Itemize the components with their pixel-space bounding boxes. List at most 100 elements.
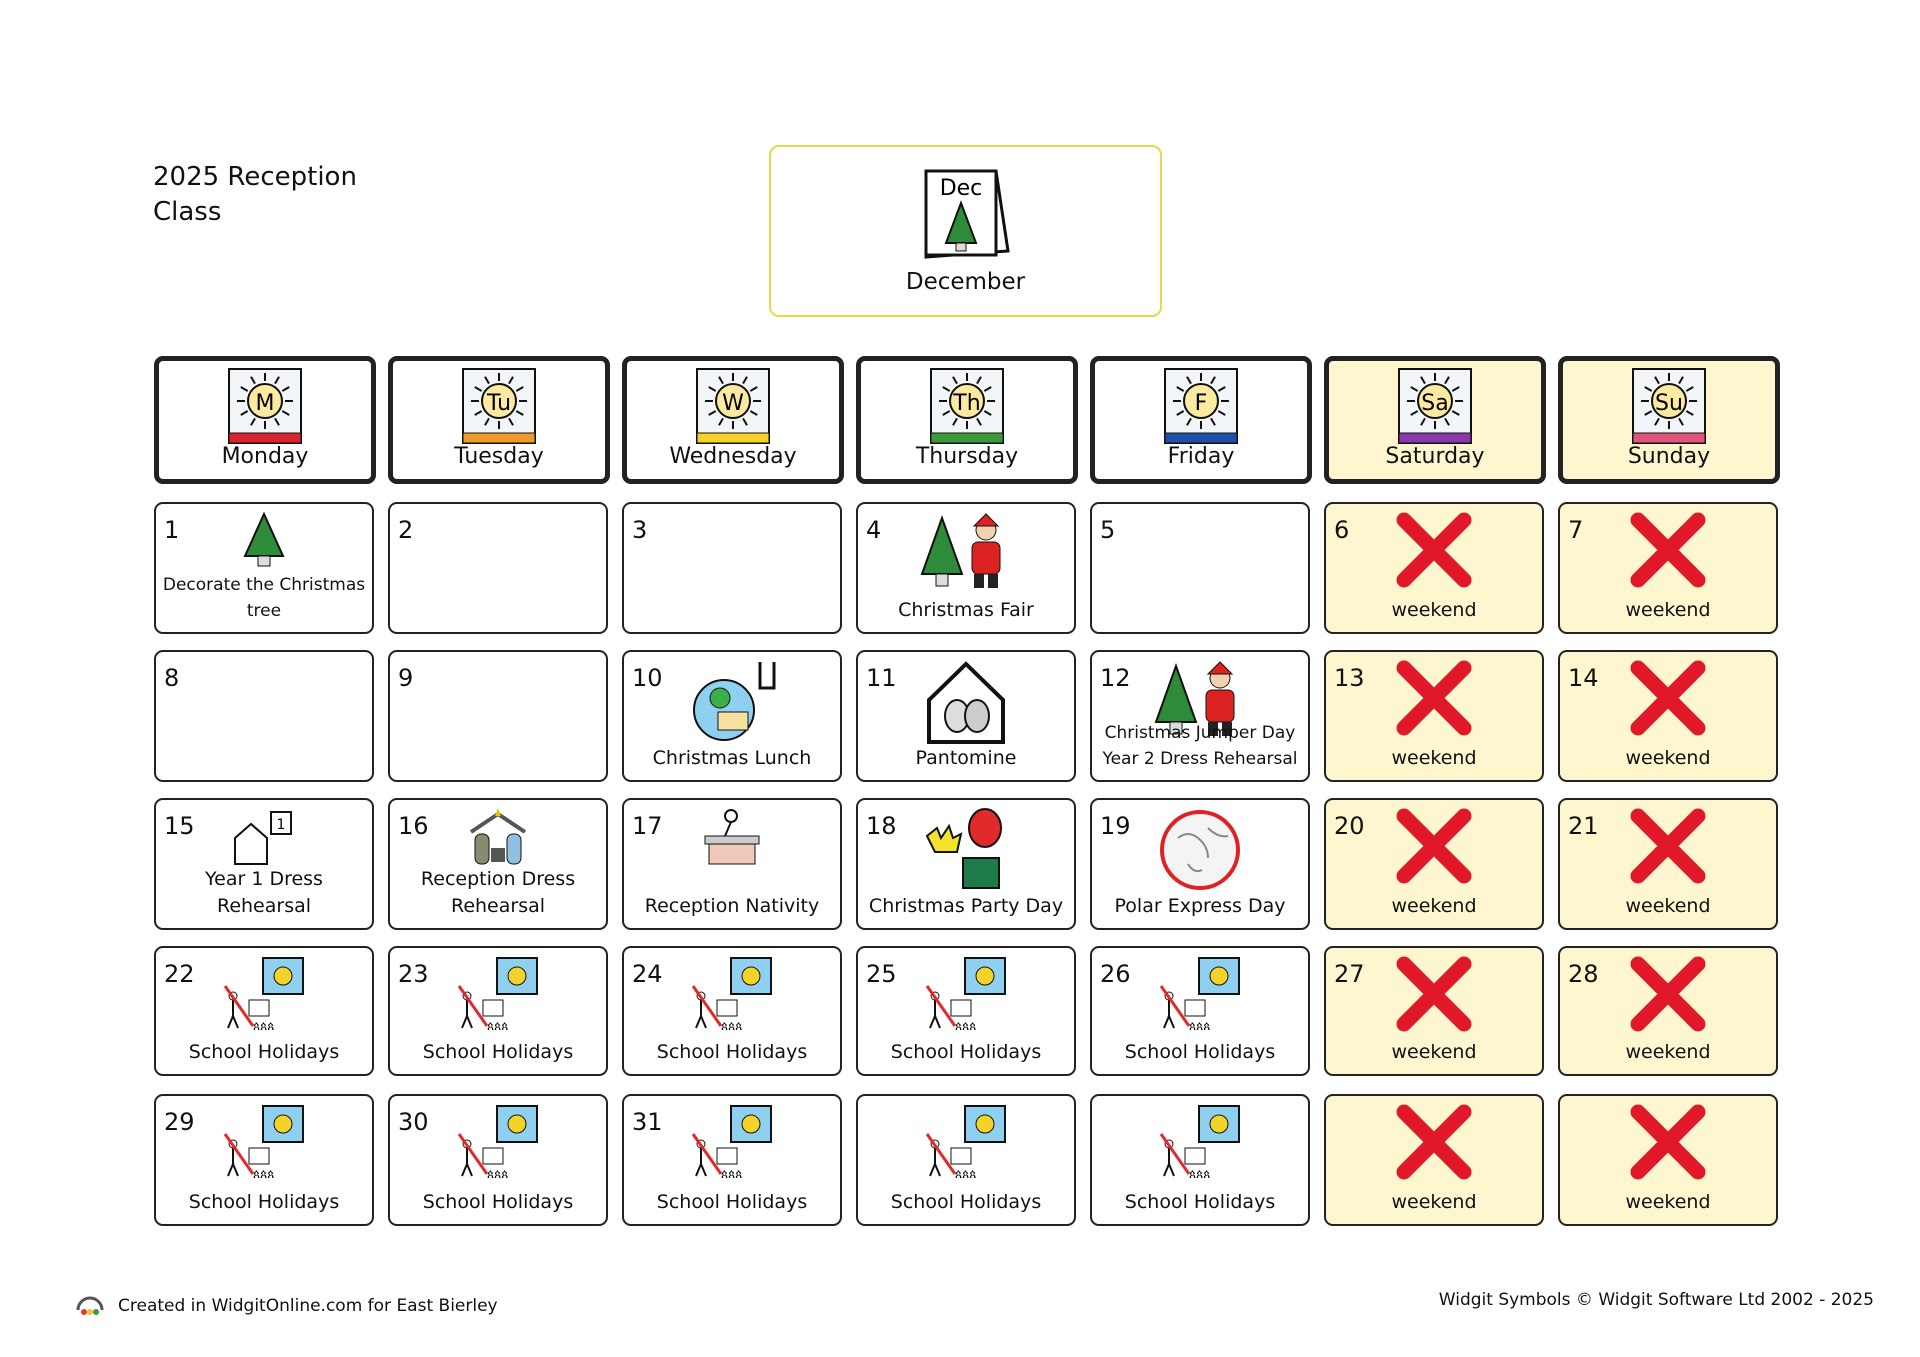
sun-day-icon: M xyxy=(228,368,302,444)
calendar-day-cell[interactable]: 21 weekend xyxy=(1558,798,1778,930)
month-abbr: Dec xyxy=(939,176,982,201)
svg-text:Tu: Tu xyxy=(486,391,511,416)
rehearsal-icon: 1 xyxy=(229,808,299,872)
footer-created: Created in WidgitOnline.com for East Bie… xyxy=(118,1296,498,1316)
calendar-day-cell[interactable]: 27 weekend xyxy=(1324,946,1544,1076)
day-number: 6 xyxy=(1334,516,1350,544)
calendar-day-cell[interactable]: 6 weekend xyxy=(1324,502,1544,634)
day-number: 29 xyxy=(164,1108,195,1136)
svg-text:ጰጰጰ: ጰጰጰ xyxy=(487,1019,508,1033)
day-number: 31 xyxy=(632,1108,663,1136)
svg-text:ጰጰጰ: ጰጰጰ xyxy=(253,1167,274,1181)
day-number: 13 xyxy=(1334,664,1365,692)
calendar-day-cell[interactable]: 12 Christmas Jumper Day Year 2 Dress Reh… xyxy=(1090,650,1310,782)
school-holiday-icon: ጰጰጰ xyxy=(219,956,309,1040)
event-label: weekend xyxy=(1391,1041,1477,1063)
calendar-day-cell[interactable]: 16 Reception Dress Rehearsal xyxy=(388,798,608,930)
footer-copyright: Widgit Symbols © Widgit Software Ltd 200… xyxy=(1438,1290,1874,1310)
calendar-day-cell[interactable]: ጰጰጰ School Holidays xyxy=(1090,1094,1310,1226)
day-number: 25 xyxy=(866,960,897,988)
calendar-day-cell[interactable]: 23 ጰጰጰ School Holidays xyxy=(388,946,608,1076)
calendar-day-cell[interactable]: 19 Polar Express Day xyxy=(1090,798,1310,930)
cross-icon xyxy=(1628,954,1708,1038)
event-label: weekend xyxy=(1391,599,1477,621)
calendar-day-cell[interactable]: 5 xyxy=(1090,502,1310,634)
calendar-day-cell[interactable]: 14 weekend xyxy=(1558,650,1778,782)
day-number: 30 xyxy=(398,1108,429,1136)
nativity-icon xyxy=(465,808,531,872)
day-number: 14 xyxy=(1568,664,1599,692)
day-number: 2 xyxy=(398,516,414,544)
calendar-day-cell[interactable]: 20 weekend xyxy=(1324,798,1544,930)
day-label: Monday xyxy=(221,444,309,469)
svg-text:ጰጰጰ: ጰጰጰ xyxy=(955,1167,976,1181)
calendar-day-cell[interactable]: weekend xyxy=(1558,1094,1778,1226)
event-label: School Holidays xyxy=(890,1041,1042,1063)
day-number: 21 xyxy=(1568,812,1599,840)
school-holiday-icon: ጰጰጰ xyxy=(1155,1104,1245,1188)
day-number: 17 xyxy=(632,812,663,840)
calendar-day-cell[interactable]: 9 xyxy=(388,650,608,782)
calendar-day-cell[interactable]: 3 xyxy=(622,502,842,634)
day-number: 16 xyxy=(398,812,429,840)
day-header-monday: M Monday xyxy=(154,356,376,484)
month-card: Dec December xyxy=(769,145,1162,317)
day-label: Thursday xyxy=(915,444,1019,469)
svg-text:W: W xyxy=(722,391,744,416)
calendar-day-cell[interactable]: 31 ጰጰጰ School Holidays xyxy=(622,1094,842,1226)
calendar-day-cell[interactable]: 2 xyxy=(388,502,608,634)
sun-day-icon: W xyxy=(696,368,770,444)
day-number: 20 xyxy=(1334,812,1365,840)
calendar-day-cell[interactable]: 4 Christmas Fair xyxy=(856,502,1076,634)
event-label: Polar Express Day xyxy=(1114,895,1286,917)
calendar-day-cell[interactable]: weekend xyxy=(1324,1094,1544,1226)
school-holiday-icon: ጰጰጰ xyxy=(921,956,1011,1040)
event-label: Christmas Party Day xyxy=(868,895,1064,917)
day-number: 23 xyxy=(398,960,429,988)
cross-icon xyxy=(1394,1102,1474,1186)
sun-day-icon: Th xyxy=(930,368,1004,444)
day-label: Sunday xyxy=(1627,444,1711,469)
calendar-day-cell[interactable]: 15 1 Year 1 Dress Rehearsal xyxy=(154,798,374,930)
calendar-icon: Dec xyxy=(924,169,1010,259)
calendar-day-cell[interactable]: 11 Pantomine xyxy=(856,650,1076,782)
day-label: Tuesday xyxy=(454,444,544,469)
tree-santa-icon xyxy=(918,512,1014,596)
school-holiday-icon: ጰጰጰ xyxy=(687,956,777,1040)
calendar-day-cell[interactable]: 26 ጰጰጰ School Holidays xyxy=(1090,946,1310,1076)
calendar-day-cell[interactable]: 17 Reception Nativity xyxy=(622,798,842,930)
event-label: weekend xyxy=(1625,1041,1711,1063)
calendar-day-cell[interactable]: 8 xyxy=(154,650,374,782)
calendar-day-cell[interactable]: 10 Christmas Lunch xyxy=(622,650,842,782)
calendar-day-cell[interactable]: 18 Christmas Party Day xyxy=(856,798,1076,930)
calendar-day-cell[interactable]: 24 ጰጰጰ School Holidays xyxy=(622,946,842,1076)
calendar-day-cell[interactable]: 28 weekend xyxy=(1558,946,1778,1076)
calendar-day-cell[interactable]: 30 ጰጰጰ School Holidays xyxy=(388,1094,608,1226)
calendar-day-cell[interactable]: ጰጰጰ School Holidays xyxy=(856,1094,1076,1226)
nativity-desk-icon xyxy=(699,808,765,878)
calendar-day-cell[interactable]: 22 ጰጰጰ School Holidays xyxy=(154,946,374,1076)
school-holiday-icon: ጰጰጰ xyxy=(687,1104,777,1188)
calendar-day-cell[interactable]: 29 ጰጰጰ School Holidays xyxy=(154,1094,374,1226)
school-holiday-icon: ጰጰጰ xyxy=(219,1104,309,1188)
day-number: 5 xyxy=(1100,516,1116,544)
event-label: Year 1 Dress Rehearsal xyxy=(205,868,323,917)
day-label: Saturday xyxy=(1385,444,1485,469)
school-holiday-icon: ጰጰጰ xyxy=(1155,956,1245,1040)
day-number: 15 xyxy=(164,812,195,840)
event-label: School Holidays xyxy=(656,1041,808,1063)
day-number: 10 xyxy=(632,664,663,692)
calendar-day-cell[interactable]: 1 Decorate the Christmas tree xyxy=(154,502,374,634)
day-number: 3 xyxy=(632,516,648,544)
event-label: School Holidays xyxy=(422,1191,574,1213)
day-number: 4 xyxy=(866,516,882,544)
calendar-day-cell[interactable]: 7 weekend xyxy=(1558,502,1778,634)
svg-text:F: F xyxy=(1195,391,1208,416)
day-header-tuesday: Tu Tuesday xyxy=(388,356,610,484)
calendar-day-cell[interactable]: 25 ጰጰጰ School Holidays xyxy=(856,946,1076,1076)
sun-day-icon: Su xyxy=(1632,368,1706,444)
event-label: Decorate the Christmas tree xyxy=(162,575,366,621)
page-title: 2025 Reception Class xyxy=(153,162,357,227)
calendar-day-cell[interactable]: 13 weekend xyxy=(1324,650,1544,782)
sun-day-icon: Sa xyxy=(1398,368,1472,444)
